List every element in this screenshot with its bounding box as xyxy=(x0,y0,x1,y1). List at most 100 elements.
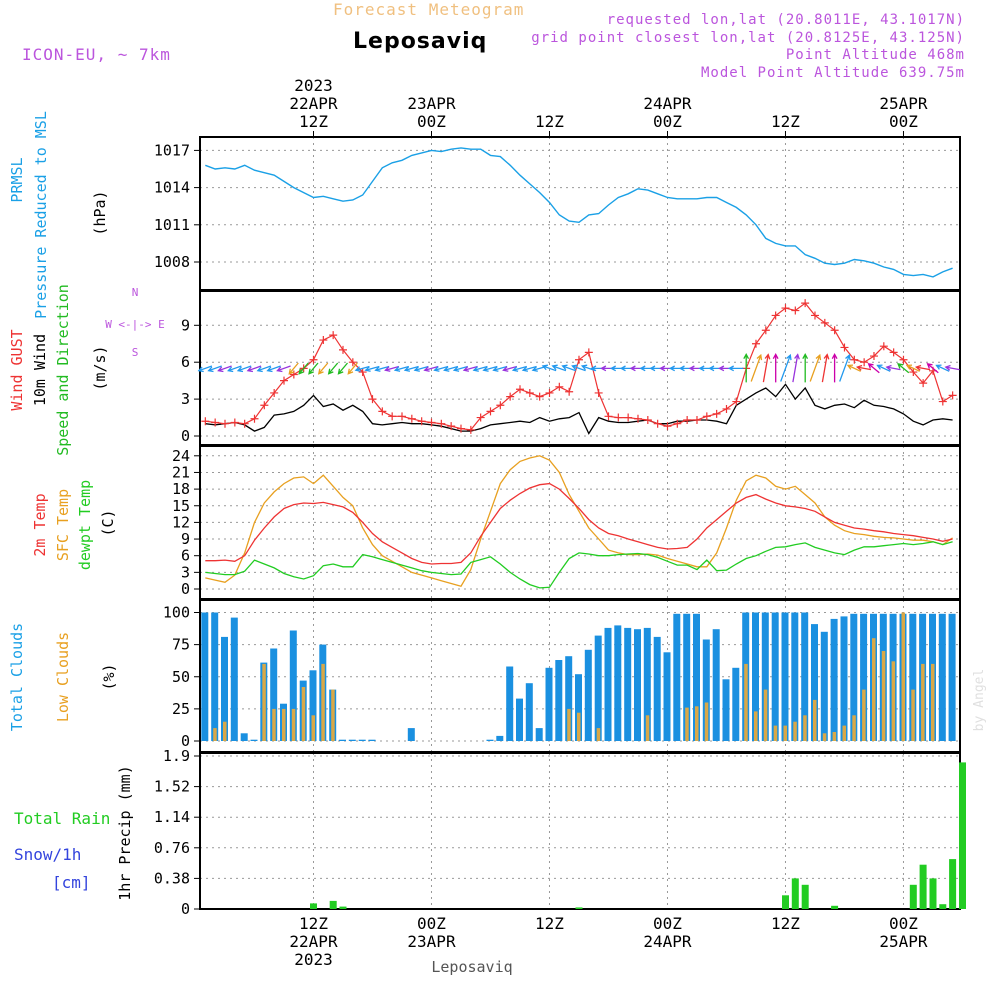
total-cloud-bar xyxy=(673,613,681,741)
wind-direction-arrow xyxy=(867,363,880,374)
wind-direction-arrow xyxy=(393,365,409,372)
low-cloud-bar xyxy=(862,689,866,741)
bottom-time-label: 00Z xyxy=(889,914,918,933)
y-tick-label: 1.52 xyxy=(154,778,190,796)
rain-bar xyxy=(329,900,337,909)
gust-marker xyxy=(810,311,819,320)
wind-direction-arrow xyxy=(337,362,348,375)
low-cloud-bar xyxy=(813,699,817,741)
total-cloud-bar xyxy=(368,739,376,741)
wind-direction-arrow xyxy=(846,364,861,372)
gust-marker xyxy=(869,352,878,361)
y-tick-label: 0 xyxy=(181,732,190,750)
top-time-label: 12Z xyxy=(299,112,328,131)
footer-location: Leposaviq xyxy=(431,958,512,976)
plot-area: 1008101110141017036903691215182124025507… xyxy=(154,136,966,918)
wind-direction-arrow xyxy=(727,365,744,372)
total-cloud-bar xyxy=(791,612,799,741)
gust-marker xyxy=(407,414,416,423)
gust-marker xyxy=(250,414,259,423)
low-cloud-bar xyxy=(803,715,807,741)
total-cloud-bar xyxy=(339,739,346,741)
wind-direction-arrow xyxy=(944,364,960,371)
gust-marker xyxy=(378,407,387,416)
low-cloud-bar xyxy=(223,721,227,741)
gust-marker xyxy=(653,419,662,428)
rain-bar xyxy=(949,859,957,909)
gust-marker xyxy=(594,388,603,397)
gust-marker xyxy=(673,419,682,428)
total-cloud-bar xyxy=(348,739,356,741)
gust-marker xyxy=(545,388,554,397)
gust-marker xyxy=(201,417,210,426)
total-cloud-bar xyxy=(830,618,838,741)
wind-direction-arrow xyxy=(482,365,498,372)
low-cloud-bar xyxy=(282,708,286,741)
bottom-time-label: 2023 xyxy=(294,950,333,969)
wind-direction-arrow xyxy=(839,353,851,382)
rain-bar xyxy=(919,864,927,909)
wind-direction-arrow xyxy=(772,353,779,383)
low-cloud-bar xyxy=(832,732,837,741)
low-cloud-bar xyxy=(291,708,296,741)
wind-label: 10m Wind xyxy=(31,334,49,406)
rain-bar xyxy=(959,762,966,909)
bottom-time-label: 12Z xyxy=(771,914,800,933)
gust-marker xyxy=(643,416,652,425)
low-cloud-bar xyxy=(331,689,335,741)
total-cloud-bar xyxy=(486,739,494,741)
y-tick-label: 0 xyxy=(181,427,190,445)
wind-direction-arrow xyxy=(403,365,419,372)
rain-bar xyxy=(575,907,583,909)
rain-bar xyxy=(782,895,789,909)
low-cloud-bar xyxy=(645,715,650,741)
wind-direction-arrow xyxy=(256,365,272,373)
bottom-time-label: 22APR xyxy=(289,932,338,951)
prmsl-sublabel: Pressure Reduced to MSL xyxy=(32,111,50,319)
low-cloud-bar xyxy=(901,612,905,741)
y-tick-label: 100 xyxy=(163,604,190,622)
gust-marker xyxy=(702,412,711,421)
wind-direction-arrow xyxy=(207,365,222,373)
total-cloud-bar xyxy=(221,636,228,741)
wind-direction-arrow xyxy=(762,353,771,383)
y-tick-label: 12 xyxy=(172,513,190,531)
total-cloud-bar xyxy=(683,613,691,741)
gust-marker xyxy=(496,401,505,410)
wind-direction-arrow xyxy=(743,353,750,383)
low-cloud-bar xyxy=(891,661,896,741)
total-cloud-bar xyxy=(653,636,661,741)
gust-marker xyxy=(486,407,495,416)
gust-marker xyxy=(329,331,338,340)
wind-direction-arrow xyxy=(492,365,508,372)
bottom-time-label: 24APR xyxy=(643,932,692,951)
low-cloud-bar xyxy=(754,711,758,741)
gust-marker xyxy=(791,306,800,315)
dew-label: dewpt Temp xyxy=(76,480,94,570)
wind-unit: (m/s) xyxy=(91,345,109,390)
total-cloud-bar xyxy=(771,612,779,741)
total-cloud-bar xyxy=(643,627,651,741)
model-label: ICON-EU, ~ 7km xyxy=(22,45,171,64)
wind-direction-arrow xyxy=(276,365,291,373)
total-cloud-bar xyxy=(604,627,612,741)
gust-marker xyxy=(840,343,849,352)
low-cloud-bar xyxy=(763,689,768,741)
gust-marker xyxy=(319,336,328,345)
low-cloud-bar xyxy=(872,638,876,741)
gust-marker xyxy=(938,397,947,406)
y-tick-label: 21 xyxy=(172,463,190,481)
rain-label: Total Rain xyxy=(14,809,110,828)
wind-direction-arrow xyxy=(288,362,299,375)
model-altitude: Model Point Altitude 639.75m xyxy=(701,65,965,81)
top-time-label: 12Z xyxy=(771,112,800,131)
total-cloud-bar xyxy=(230,617,238,741)
gust-marker xyxy=(879,342,888,351)
top-time-label: 24APR xyxy=(643,94,692,113)
gust-marker xyxy=(683,416,692,425)
total-cloud-bar xyxy=(407,728,415,741)
panel-labels: PRMSL Pressure Reduced to MSL (hPa) Wind… xyxy=(8,111,165,901)
top-time-label: 00Z xyxy=(889,112,918,131)
rain-bar xyxy=(831,905,839,909)
top-time-label: 22APR xyxy=(289,94,338,113)
